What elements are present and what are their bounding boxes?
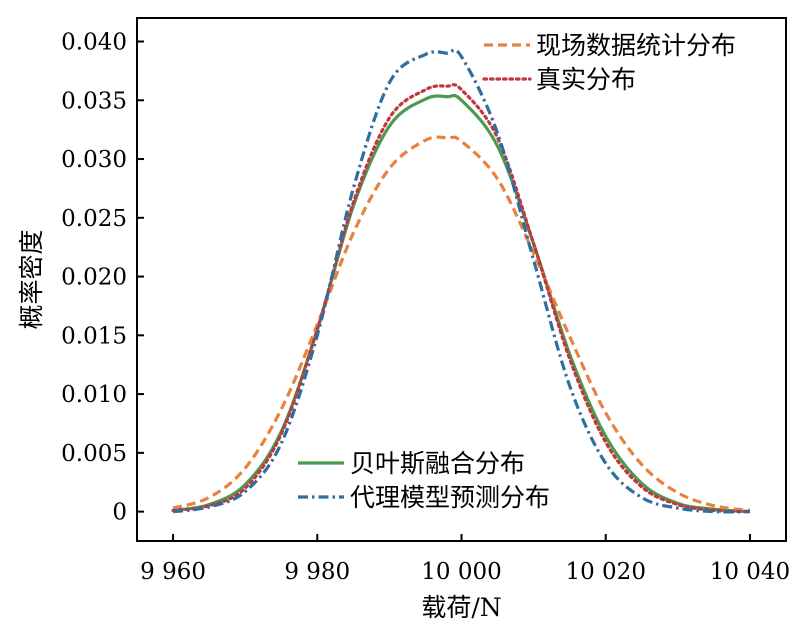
plot-lines <box>171 48 752 514</box>
series-line-3 <box>172 48 750 514</box>
legend-label-3: 代理模型预测分布 <box>350 483 550 512</box>
x-tick-label: 10 000 <box>421 559 501 585</box>
y-tick-label: 0.025 <box>61 206 127 232</box>
y-axis-label: 概率密度 <box>17 229 46 329</box>
x-tick-label: 10 040 <box>710 559 790 585</box>
y-tick-label: 0.030 <box>61 147 127 173</box>
legend-label-1: 真实分布 <box>536 65 636 94</box>
legend-label-0: 现场数据统计分布 <box>536 31 736 60</box>
y-tick-label: 0 <box>112 500 127 526</box>
y-tick-label: 0.015 <box>61 323 127 349</box>
y-tick-label: 0.020 <box>61 265 127 291</box>
series-line-1 <box>171 83 752 514</box>
x-axis-label: 载荷/N <box>421 593 501 622</box>
y-tick-label: 0.010 <box>61 382 127 408</box>
x-axis: 9 960 9 980 10 000 10 020 10 040 <box>140 534 790 585</box>
legend-label-2: 贝叶斯融合分布 <box>350 449 525 478</box>
x-tick-label: 10 020 <box>565 559 645 585</box>
x-tick-label: 9 980 <box>284 559 350 585</box>
series-line-0 <box>172 135 751 513</box>
y-tick-label: 0.005 <box>61 441 127 467</box>
y-tick-label: 0.035 <box>61 88 127 114</box>
x-tick-label: 9 960 <box>140 559 206 585</box>
y-axis: 0 0.005 0.010 0.015 0.020 0.025 0.030 0.035 0.04… <box>61 30 144 526</box>
y-tick-label: 0.040 <box>61 30 127 56</box>
